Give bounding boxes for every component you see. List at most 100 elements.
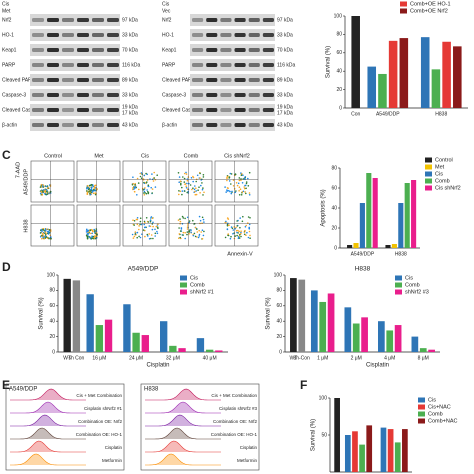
flow-dot (86, 187, 88, 190)
blot-band (234, 18, 246, 22)
bar (359, 444, 365, 472)
blot-row-label: β-actin (2, 122, 17, 128)
flow-dot (133, 188, 135, 190)
flow-dot (248, 194, 251, 196)
flow-dot (241, 173, 243, 175)
flow-dot (241, 191, 244, 193)
flow-dot (227, 187, 229, 189)
flow-dot (178, 237, 180, 239)
flow-dot (132, 182, 134, 185)
y-tick-label: 80 (276, 288, 282, 294)
legend-swatch (400, 1, 407, 7)
flow-dot (95, 184, 97, 186)
flow-dot (46, 185, 49, 187)
flow-dot (94, 189, 96, 192)
flow-dot (249, 237, 251, 239)
flow-dot (238, 194, 241, 196)
blot-membrane (30, 89, 120, 101)
flow-dot (91, 235, 93, 237)
kda-label: 97 kDa (122, 17, 138, 23)
blot-band (107, 78, 119, 82)
blot-band (220, 93, 232, 97)
blot-row-label: Keap1 (2, 47, 17, 53)
bar (380, 427, 387, 472)
flow-plot (214, 204, 259, 247)
blot-band (262, 78, 274, 82)
flow-plot (168, 160, 213, 203)
flow-dot (154, 186, 157, 188)
flow-dot (154, 178, 157, 181)
flow-dot (147, 235, 149, 237)
flow-dot (226, 176, 228, 179)
blot-band (47, 93, 59, 97)
flow-dot (198, 235, 200, 237)
flow-dot (179, 218, 181, 220)
blot-band (192, 123, 204, 127)
flow-dot (180, 184, 182, 186)
flow-dot (199, 192, 201, 194)
histogram-frame (140, 383, 260, 471)
blot-band (92, 33, 104, 37)
y-tick-label: 20 (276, 334, 282, 340)
flow-dot (244, 184, 247, 187)
blot-band (248, 18, 260, 22)
flow-dot (143, 181, 145, 184)
flow-dot (245, 224, 247, 227)
bar (310, 290, 318, 352)
legend-label: Comb (428, 411, 443, 417)
flow-dot (248, 192, 251, 194)
flow-dot (135, 218, 138, 221)
treatment-label: Cis (2, 1, 10, 7)
blot-membrane (30, 59, 120, 71)
y-tick-label: 60 (331, 185, 337, 191)
blot-band (62, 18, 74, 22)
blot-band (47, 108, 59, 112)
x-tick-label: sh-Con (294, 355, 310, 361)
flow-dot (232, 229, 235, 231)
bar (178, 348, 186, 352)
flow-dot (85, 231, 88, 233)
flow-dot (90, 228, 93, 231)
legend-swatch (418, 411, 425, 417)
flow-dot (143, 220, 146, 223)
blot-band (262, 48, 274, 52)
blot-band (248, 33, 260, 37)
flow-dot (228, 224, 230, 226)
flow-dot (140, 172, 143, 174)
flow-dot (194, 193, 197, 196)
flow-dot (179, 236, 181, 239)
flow-dot (88, 236, 91, 238)
flow-dot (184, 183, 187, 185)
flow-dot (133, 235, 136, 238)
flow-dot (150, 186, 152, 189)
histogram-curve (10, 414, 86, 427)
y-tick-label: 100 (274, 272, 283, 278)
flow-dot (201, 216, 204, 219)
blot-membrane (190, 119, 275, 131)
flow-dot (142, 229, 145, 231)
flow-dot (200, 184, 202, 187)
x-tick-label: sh Con (68, 355, 84, 361)
flow-dot (241, 182, 244, 184)
blot-band (262, 123, 274, 127)
flow-dot (188, 221, 190, 224)
flow-dot (240, 232, 242, 235)
y-axis-label: Survival (%) (266, 297, 272, 329)
blot-band (32, 48, 44, 52)
histogram-label: Cisplatin shNrf2 #3 (219, 406, 258, 411)
x-tick-label: WT (289, 355, 297, 361)
flow-dot (179, 230, 182, 232)
bar (404, 183, 410, 248)
y-tick-label: 0 (334, 245, 337, 251)
flow-dot (47, 231, 50, 234)
flow-dot (148, 225, 151, 227)
histogram-curve (145, 414, 221, 427)
flow-dot (185, 171, 187, 174)
flow-dot (178, 190, 180, 192)
legend-swatch (425, 178, 432, 184)
flow-dot (139, 172, 141, 175)
flow-dot (90, 232, 92, 235)
flow-dot (156, 232, 159, 235)
flow-dot (235, 190, 237, 192)
histogram-curve (145, 401, 221, 414)
